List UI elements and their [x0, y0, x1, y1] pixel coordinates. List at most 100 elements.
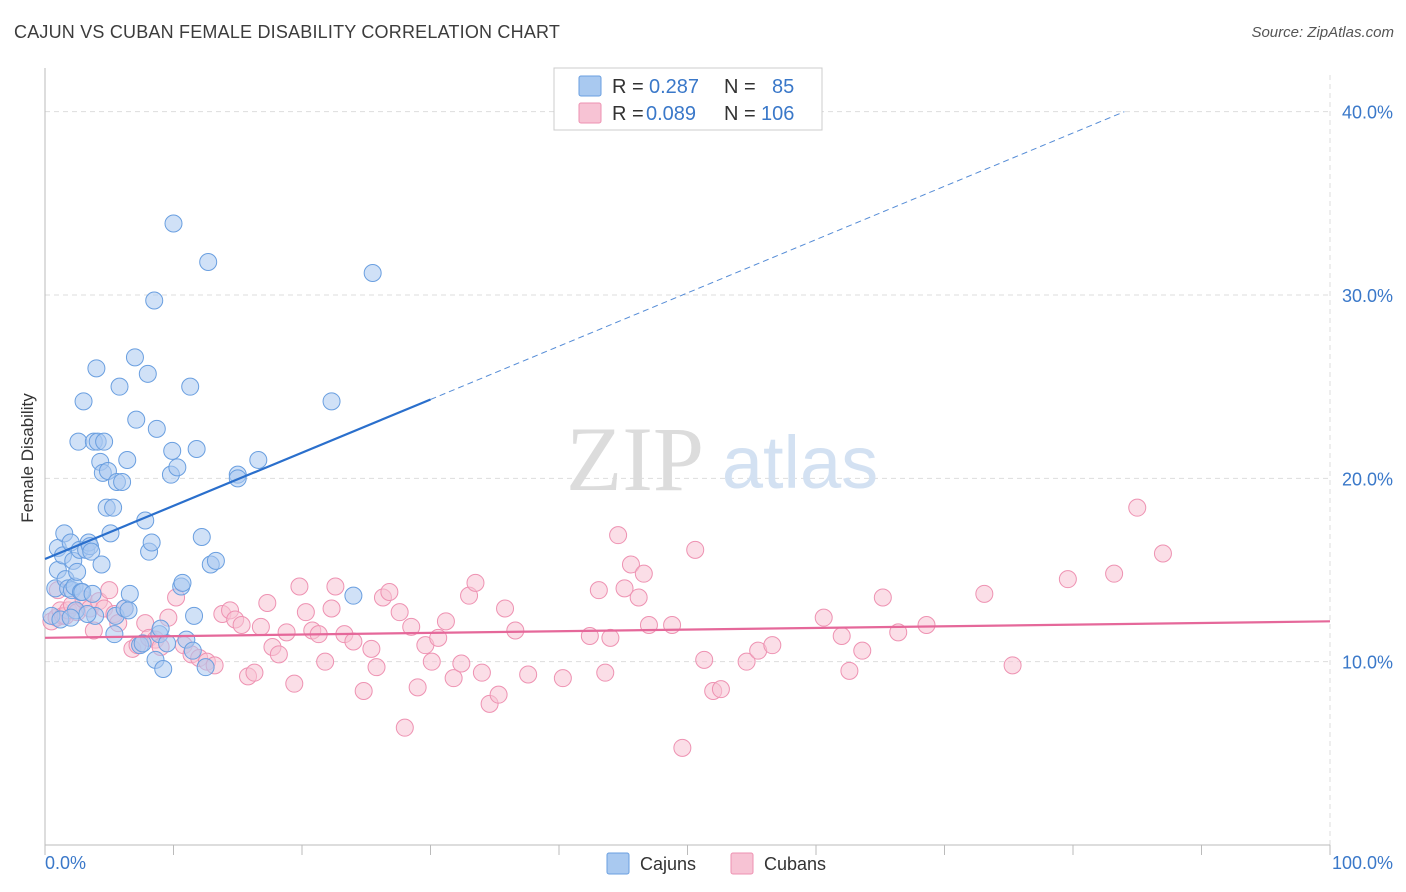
cajun-point — [249, 451, 268, 469]
cuban-point — [466, 573, 485, 592]
y-tick-label: 10.0% — [1342, 653, 1393, 673]
cuban-point — [290, 577, 309, 596]
cajun-point — [173, 573, 192, 592]
cuban-point — [763, 636, 782, 655]
cuban-point — [1003, 656, 1022, 675]
source-label: Source: ZipAtlas.com — [1251, 24, 1394, 41]
cajun-point — [151, 619, 170, 638]
cuban-point — [596, 663, 615, 682]
cuban-point — [519, 665, 538, 684]
cajun-trend-line — [44, 398, 431, 561]
cajun-point — [87, 359, 106, 378]
cuban-point — [629, 588, 648, 607]
watermark: ZIP atlas — [566, 408, 878, 510]
cajun-point — [147, 419, 166, 438]
cuban-point — [615, 579, 634, 598]
cajun-point — [192, 528, 211, 546]
cuban-point — [326, 577, 345, 596]
cuban-series — [42, 498, 1172, 757]
cuban-point — [737, 652, 756, 671]
cajun-point — [138, 364, 157, 383]
cajun-point — [164, 214, 183, 233]
cajun-point — [181, 377, 200, 396]
legend-r-label: R = — [612, 76, 644, 98]
legend-n-value: 106 — [761, 103, 794, 125]
cuban-point — [354, 682, 373, 700]
cajun-point — [110, 377, 129, 396]
cajun-point — [104, 498, 123, 517]
cajun-point — [78, 605, 97, 623]
cajun-point — [185, 606, 204, 625]
series-legend: Cajuns Cubans — [606, 852, 826, 875]
cajun-trend-extension — [430, 111, 1125, 400]
chart-title: CAJUN VS CUBAN FEMALE DISABILITY CORRELA… — [14, 22, 561, 42]
legend-swatch-cajuns — [578, 75, 602, 97]
x-tick-label: 0.0% — [45, 853, 86, 873]
cuban-point — [444, 669, 463, 688]
cuban-point — [472, 663, 491, 682]
y-axis-label: Female Disability — [18, 393, 37, 523]
cuban-point — [711, 680, 730, 699]
cuban-point — [395, 718, 414, 737]
cajun-point — [69, 432, 88, 451]
cuban-point — [251, 617, 270, 636]
cajun-point — [74, 392, 93, 411]
cuban-point — [1128, 498, 1147, 517]
legend-n-label: N = — [724, 76, 756, 98]
legend-r-value: 0.287 — [649, 76, 699, 98]
cajun-point — [127, 410, 146, 429]
cuban-point — [686, 540, 705, 559]
axes — [44, 68, 1331, 855]
cuban-point — [601, 628, 620, 647]
cuban-point — [889, 623, 908, 642]
cajun-point — [133, 634, 152, 653]
cuban-point — [840, 661, 859, 680]
cuban-point — [285, 674, 304, 693]
cajun-point — [82, 542, 101, 561]
cajun-point — [196, 658, 215, 677]
cuban-point — [422, 652, 441, 671]
cajun-point — [142, 533, 161, 552]
cuban-point — [245, 663, 264, 682]
cuban-point — [269, 645, 288, 664]
cuban-point — [322, 599, 341, 618]
cuban-point — [917, 616, 936, 634]
cuban-point — [1058, 570, 1077, 589]
y-tick-label: 20.0% — [1342, 469, 1393, 489]
cajun-series — [42, 214, 382, 678]
cajun-point — [344, 586, 363, 605]
cajun-point — [83, 584, 102, 603]
legend-r-label: R = — [612, 103, 644, 125]
cuban-point — [100, 581, 119, 600]
cajun-point — [113, 473, 132, 491]
watermark-atlas: atlas — [722, 421, 878, 504]
cajun-point — [168, 458, 187, 477]
cajun-point — [322, 392, 341, 411]
cuban-point — [344, 632, 363, 651]
bottom-legend-swatch-cajuns — [606, 852, 630, 875]
cajun-point — [154, 660, 173, 678]
cuban-point — [380, 583, 399, 601]
cajun-point — [163, 441, 182, 460]
cajun-point — [125, 348, 144, 367]
cuban-point — [489, 685, 508, 704]
cuban-point — [296, 603, 315, 622]
tick-labels: 10.0% 20.0% 30.0% 40.0% 0.0% 100.0% — [45, 103, 1393, 873]
cuban-point — [408, 678, 427, 697]
y-tick-label: 30.0% — [1342, 286, 1393, 306]
cuban-point — [316, 652, 335, 671]
cuban-point — [452, 654, 471, 673]
cuban-point — [277, 623, 296, 642]
bottom-legend-cubans: Cubans — [764, 854, 826, 874]
cuban-point — [402, 617, 421, 636]
cuban-point — [634, 564, 653, 583]
correlation-legend: R = 0.287 N = 85 R = 0.089 N = 106 — [553, 67, 823, 131]
legend-r-value: 0.089 — [646, 103, 696, 125]
cajun-point — [95, 432, 114, 451]
cajun-point — [105, 625, 124, 644]
cajun-point — [119, 601, 138, 620]
cuban-point — [621, 555, 640, 574]
cuban-point — [673, 738, 692, 757]
cuban-point — [814, 608, 833, 627]
cuban-point — [1153, 544, 1172, 563]
